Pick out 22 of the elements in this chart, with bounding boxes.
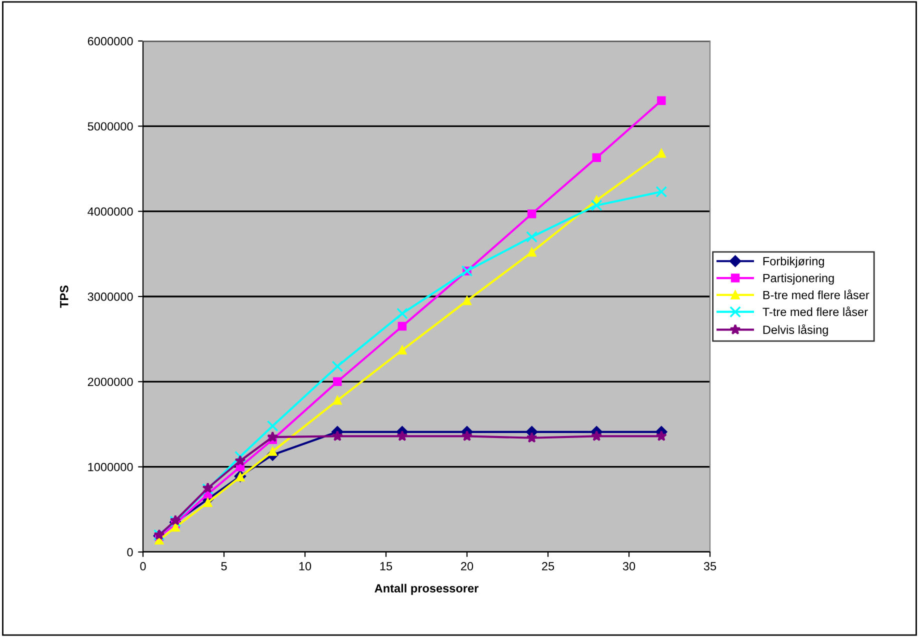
legend-label: Delvis låsing — [763, 324, 828, 336]
x-axis-title: Antall prosessorer — [374, 584, 478, 595]
legend-label: B-tre med flere låser — [763, 290, 870, 300]
y-tick-label: 3000000 — [88, 292, 133, 301]
x-tick-label: 25 — [542, 562, 554, 570]
y-tick-label: 0 — [127, 548, 133, 556]
x-tick-label: 10 — [299, 562, 312, 570]
y-tick-label: 1000000 — [88, 462, 133, 472]
x-tick-label: 5 — [221, 562, 227, 570]
legend-label: T-tre med flere låser — [762, 306, 868, 316]
x-tick-label: 0 — [140, 562, 146, 570]
y-axis-title: TPS — [60, 285, 68, 308]
x-tick-label: 20 — [461, 562, 474, 570]
x-tick-label: 15 — [380, 562, 392, 570]
x-tick-label: 30 — [622, 562, 636, 570]
y-tick-label: 6000000 — [88, 37, 133, 46]
legend-label: Partisjonering — [763, 274, 834, 285]
y-tick-label: 4000000 — [88, 207, 133, 216]
legend-label: Forbikjøring — [763, 256, 824, 268]
y-tick-label: 5000000 — [88, 122, 133, 131]
y-tick-label: 2000000 — [88, 378, 133, 386]
x-tick-label: 35 — [704, 562, 716, 570]
